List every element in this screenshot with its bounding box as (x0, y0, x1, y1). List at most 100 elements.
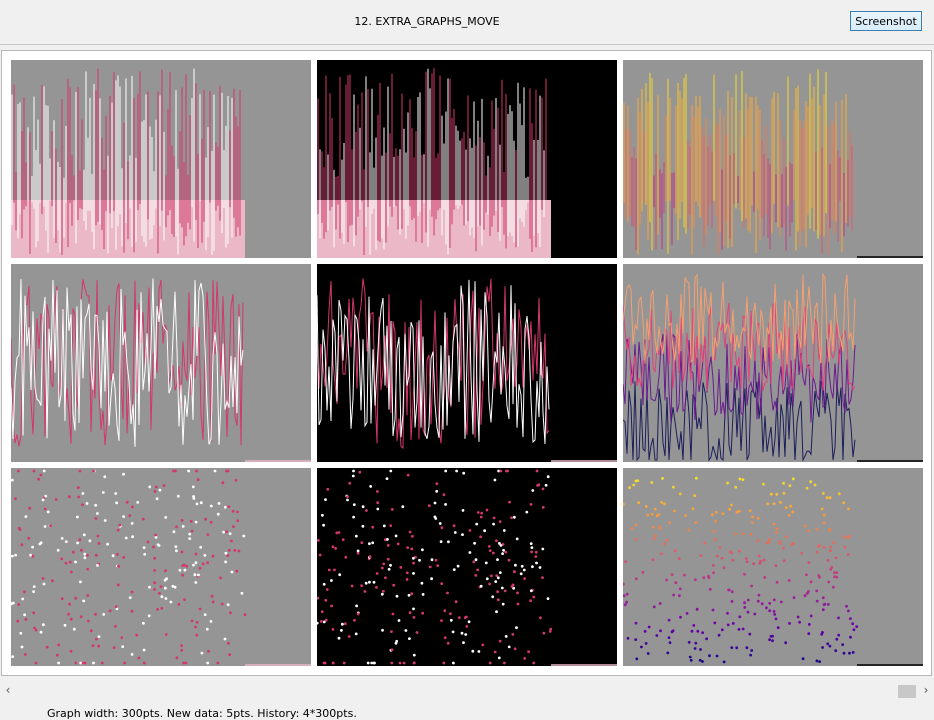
graph-point (789, 504, 793, 508)
graph-background (317, 468, 617, 666)
chevron-right-icon[interactable]: › (923, 683, 929, 697)
graph-9 (623, 468, 923, 666)
graph-point (361, 505, 365, 509)
graph-point (358, 470, 362, 474)
graph-point (348, 481, 352, 485)
graph-point (382, 589, 385, 593)
graph-point (392, 583, 396, 587)
graph-point (715, 654, 719, 658)
graph-point (665, 578, 668, 582)
graph-point (178, 568, 182, 572)
graph-point (32, 585, 36, 588)
graph-point (549, 627, 553, 631)
graph-point (449, 612, 452, 616)
graph-point (807, 561, 811, 564)
graph-point (768, 601, 772, 605)
graph-point (493, 478, 497, 482)
graph-point (730, 551, 733, 555)
graph-point (391, 612, 395, 616)
graph-point (381, 628, 384, 632)
graph-point (531, 489, 535, 492)
graph-point (837, 633, 841, 637)
graph-point (472, 560, 476, 564)
graph-point (644, 505, 648, 508)
graph-point (693, 494, 697, 497)
graph-point (503, 661, 506, 665)
graph-point (194, 625, 197, 629)
graph-point (350, 584, 354, 588)
graph-point (820, 507, 824, 511)
graph-point (513, 515, 516, 519)
graph-point (114, 492, 118, 495)
graph-point (31, 545, 34, 549)
graph-point (522, 568, 526, 572)
graph-point (331, 661, 335, 665)
graph-point (699, 554, 703, 557)
graph-point (527, 650, 530, 654)
horizontal-scrollbar[interactable]: ‹ › (0, 682, 934, 699)
graphs-panel (1, 50, 932, 676)
graph-point (763, 576, 767, 579)
graph-point (746, 598, 750, 602)
graph-point (646, 652, 650, 655)
graph-point (64, 561, 68, 565)
graph-point (80, 548, 83, 552)
graph-point (95, 637, 98, 641)
graph-point (748, 509, 752, 513)
graph-point (501, 602, 505, 606)
scrollbar-thumb[interactable] (898, 685, 916, 698)
graph-point (198, 607, 202, 611)
graph-point (623, 582, 625, 586)
graph-point (821, 608, 825, 611)
graph-point (180, 649, 184, 652)
graph-point (647, 625, 651, 629)
graph-point (77, 495, 81, 499)
graph-point (420, 581, 424, 585)
graph-point (172, 530, 176, 534)
graph-point (851, 622, 855, 626)
graph-point (89, 629, 93, 633)
graph-point (199, 545, 203, 549)
graph-point (398, 661, 402, 665)
graph-point (846, 553, 850, 556)
graph-point (226, 554, 230, 557)
graph-point (695, 476, 698, 480)
graph-point (690, 629, 694, 633)
graph-point (492, 522, 495, 526)
graph-point (705, 637, 708, 641)
graph-point (628, 486, 631, 490)
graph-point (20, 543, 24, 547)
graph-point (146, 540, 150, 544)
graph-point (194, 520, 198, 524)
graph-point (519, 572, 523, 576)
graph-point (672, 593, 675, 597)
graph-point (487, 545, 491, 548)
graph-point (508, 500, 511, 504)
graph-point (634, 638, 638, 641)
graph-point (142, 621, 145, 625)
graph-point (694, 578, 697, 582)
graph-point (154, 533, 158, 537)
graph-point (456, 564, 460, 568)
graph-point (372, 661, 376, 665)
graph-point (474, 574, 478, 577)
screenshot-button[interactable]: Screenshot (850, 11, 922, 31)
graph-point (632, 483, 636, 487)
graph-point (210, 594, 214, 598)
graph-point (397, 619, 401, 622)
graph-point (152, 545, 155, 549)
graph-point (726, 611, 729, 615)
graph-point (219, 576, 222, 580)
graph-point (173, 585, 177, 589)
chevron-left-icon[interactable]: ‹ (5, 683, 11, 697)
graph-point (130, 609, 134, 613)
graph-point (652, 537, 656, 541)
graph-point (443, 636, 447, 640)
graph-point (86, 567, 90, 571)
graph-point (546, 475, 550, 479)
graph-point (198, 566, 202, 570)
graph-point (637, 501, 641, 505)
graph-point (356, 551, 360, 555)
graph-point (815, 550, 819, 554)
graph-point (835, 571, 839, 574)
